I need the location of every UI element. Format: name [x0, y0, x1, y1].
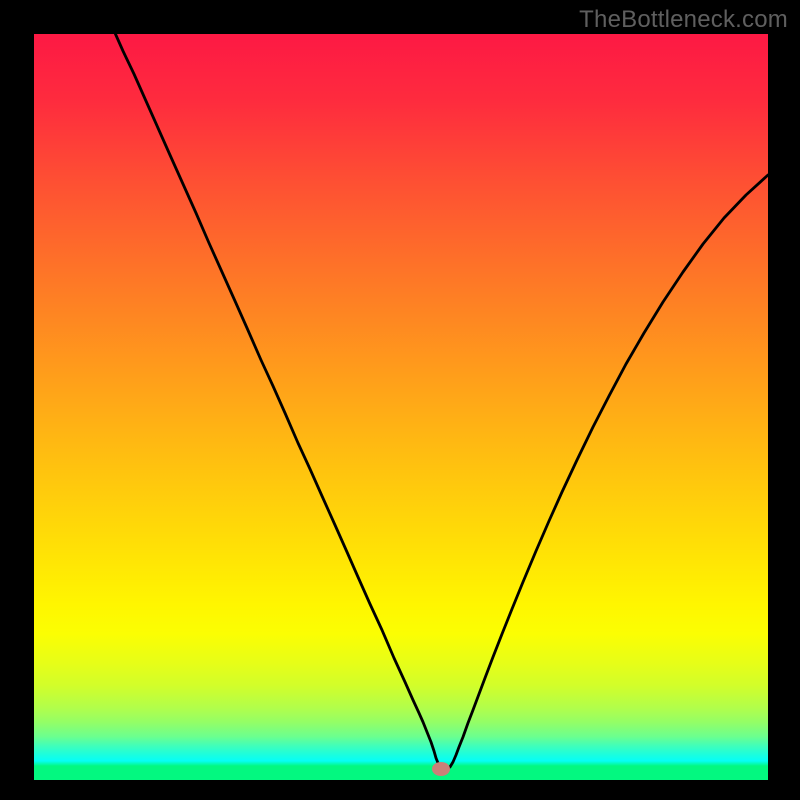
watermark-text: TheBottleneck.com	[579, 6, 788, 34]
bottom-band	[34, 766, 768, 780]
chart-svg	[0, 0, 800, 800]
bottleneck-curve	[115, 33, 768, 769]
optimal-point-marker	[432, 762, 450, 776]
